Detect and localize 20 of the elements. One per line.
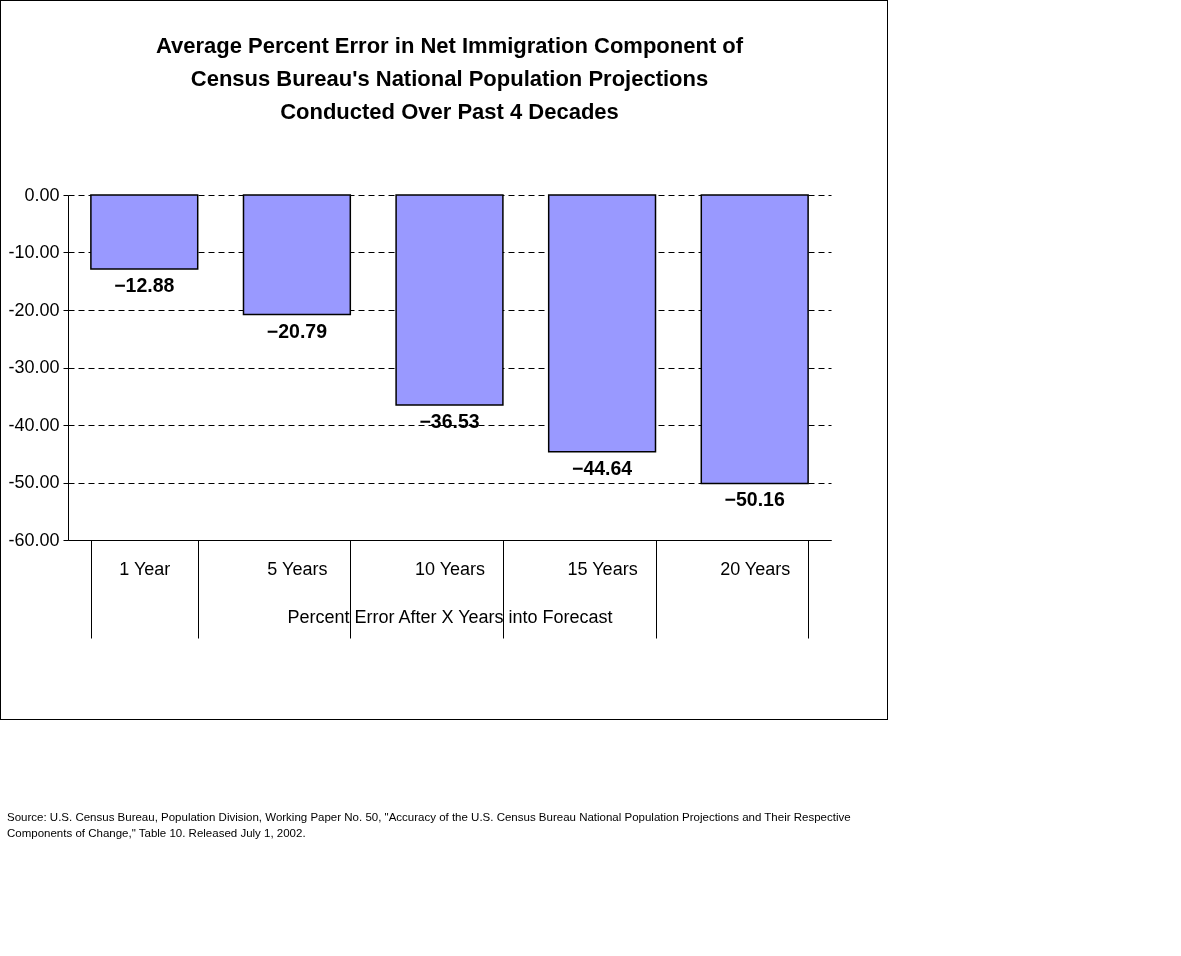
data-label: −44.64 <box>572 456 633 479</box>
x-tick-label: 1 Year <box>119 558 171 579</box>
data-label: −12.88 <box>114 274 175 297</box>
data-label: −50.16 <box>724 488 785 511</box>
x-tick-label: 15 Years <box>567 558 638 579</box>
x-tick-label: 5 Years <box>267 558 328 579</box>
y-tick-label: 0.00 <box>24 184 60 205</box>
source-note: Source: U.S. Census Bureau, Population Division, Working Paper No. 50, "Accuracy of the U.S. Census Bureau National Population Projections and Their Respective Components of Change," Table 10. Released July 1, 2002. <box>7 810 852 841</box>
x-tick-label: 20 Years <box>720 558 791 579</box>
data-label: −36.53 <box>419 410 480 433</box>
chart-title: Average Percent Error in Net Immigration Component of Census Bureau's National Population Projections Conducted Over Past 4 Decades <box>155 33 744 124</box>
y-tick-label: -40.00 <box>8 414 60 435</box>
data-label: −20.79 <box>266 319 328 342</box>
y-tick-label: -30.00 <box>8 357 60 377</box>
x-tick-label: 10 Years <box>414 558 486 579</box>
x-axis-title: Percent Error After X Years into Forecast <box>287 607 613 627</box>
y-tick-label: -20.00 <box>8 299 60 320</box>
y-tick-label: -10.00 <box>8 242 60 262</box>
y-tick-label: -50.00 <box>8 472 60 492</box>
y-tick-label: -60.00 <box>8 529 60 550</box>
